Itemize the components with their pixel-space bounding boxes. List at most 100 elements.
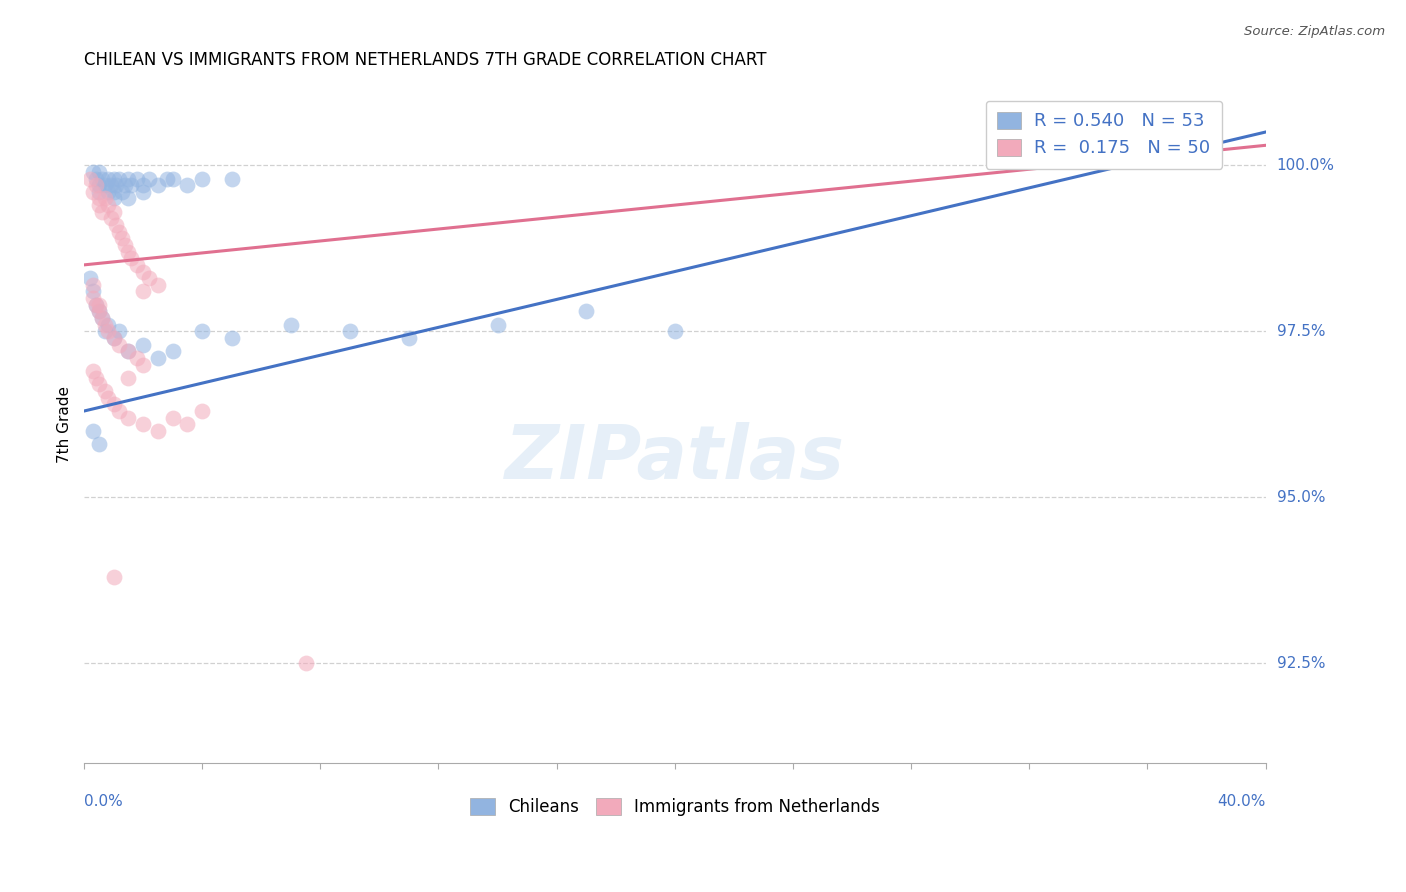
Point [146,277,169,292]
Point [87,185,110,199]
Point [87,304,110,318]
Text: 100.0%: 100.0% [1277,158,1334,173]
Point [221,331,243,345]
Point [82,185,104,199]
Point [97,171,120,186]
Point [117,191,139,205]
Point [82,165,104,179]
Point [108,337,131,351]
Point [108,404,131,418]
Point [103,185,125,199]
Point [138,271,160,285]
Point [90,204,112,219]
Point [103,331,125,345]
Point [87,178,110,193]
Point [132,178,155,193]
Point [664,324,686,338]
Point [103,191,125,205]
Point [103,171,125,186]
Point [280,318,302,332]
Point [120,178,142,193]
Text: 0.0%: 0.0% [84,794,122,809]
Point [132,264,155,278]
Point [486,318,509,332]
Point [90,171,112,186]
Point [127,351,149,365]
Point [84,171,107,186]
Point [87,165,110,179]
Point [117,371,139,385]
Point [117,344,139,359]
Point [84,298,107,312]
Point [117,410,139,425]
Point [117,171,139,186]
Point [82,277,104,292]
Point [93,324,115,338]
Text: 95.0%: 95.0% [1277,490,1326,505]
Point [84,178,107,193]
Point [294,657,316,671]
Point [87,377,110,392]
Point [221,171,243,186]
Point [162,410,184,425]
Point [127,171,149,186]
Point [87,198,110,212]
Point [575,304,598,318]
Point [191,171,214,186]
Point [100,178,122,193]
Point [132,185,155,199]
Point [105,218,128,232]
Point [79,271,101,285]
Text: 40.0%: 40.0% [1218,794,1265,809]
Point [117,344,139,359]
Point [84,298,107,312]
Point [138,171,160,186]
Point [105,178,128,193]
Point [84,371,107,385]
Point [87,304,110,318]
Point [103,331,125,345]
Point [82,424,104,438]
Point [117,244,139,259]
Text: 92.5%: 92.5% [1277,656,1326,671]
Point [82,291,104,305]
Point [111,231,134,245]
Point [398,331,420,345]
Point [146,424,169,438]
Point [132,417,155,432]
Point [97,318,120,332]
Point [176,417,198,432]
Point [156,171,179,186]
Point [82,364,104,378]
Point [114,178,136,193]
Point [132,358,155,372]
Point [108,324,131,338]
Point [97,198,120,212]
Point [191,324,214,338]
Point [90,311,112,326]
Point [87,191,110,205]
Point [97,185,120,199]
Point [87,437,110,451]
Legend: Chileans, Immigrants from Netherlands: Chileans, Immigrants from Netherlands [463,791,887,822]
Point [103,397,125,411]
Text: CHILEAN VS IMMIGRANTS FROM NETHERLANDS 7TH GRADE CORRELATION CHART: CHILEAN VS IMMIGRANTS FROM NETHERLANDS 7… [84,51,766,69]
Point [108,171,131,186]
Point [339,324,361,338]
Point [132,337,155,351]
Y-axis label: 7th Grade: 7th Grade [58,386,72,463]
Point [100,211,122,226]
Point [97,324,120,338]
Point [93,178,115,193]
Point [93,318,115,332]
Point [90,311,112,326]
Point [108,225,131,239]
Point [93,191,115,205]
Point [146,178,169,193]
Point [82,285,104,299]
Point [103,570,125,584]
Point [111,185,134,199]
Point [114,238,136,252]
Point [176,178,198,193]
Text: ZIPatlas: ZIPatlas [505,422,845,495]
